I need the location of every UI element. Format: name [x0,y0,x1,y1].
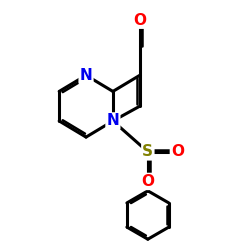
Text: N: N [80,68,92,83]
Text: N: N [106,114,119,128]
Text: O: O [133,13,146,28]
Text: O: O [141,174,154,189]
Text: S: S [142,144,153,159]
Text: O: O [171,144,184,159]
